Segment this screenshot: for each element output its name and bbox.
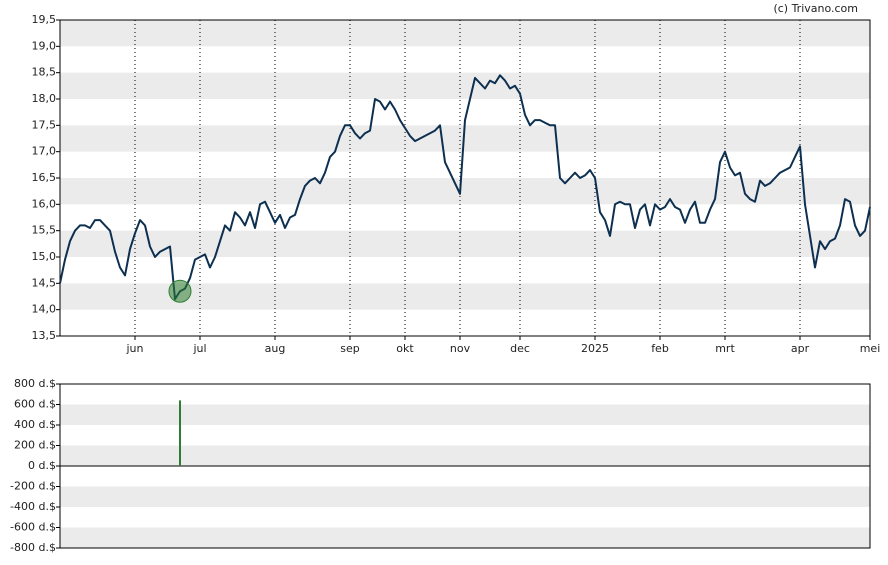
band xyxy=(60,486,870,507)
band xyxy=(60,230,870,257)
x-tick-label: 2025 xyxy=(581,342,609,355)
bar xyxy=(179,400,181,466)
event-marker xyxy=(168,279,192,303)
band xyxy=(60,178,870,205)
y-tick-label: 19,5 xyxy=(32,13,57,26)
y-tick-label: 18,5 xyxy=(32,66,57,79)
x-tick-label: aug xyxy=(265,342,286,355)
band xyxy=(60,283,870,310)
x-tick-label: jun xyxy=(126,342,144,355)
x-tick-label: okt xyxy=(396,342,414,355)
y-tick-label: 18,0 xyxy=(32,92,57,105)
y-tick-label: 16,5 xyxy=(32,171,57,184)
source: (c) Trivano.com xyxy=(773,2,858,15)
y-tick-label: 17,0 xyxy=(32,145,57,158)
y-tick-label: 19,0 xyxy=(32,39,57,52)
y-tick-label: 14,0 xyxy=(32,303,57,316)
price-line xyxy=(59,74,871,301)
y-tick-label: 200 d.$ xyxy=(14,439,56,452)
y-tick-label: 600 d.$ xyxy=(14,398,56,411)
band xyxy=(60,527,870,548)
x-tick-label: dec xyxy=(510,342,530,355)
frame xyxy=(59,19,871,337)
y-tick-label: -400 d.$ xyxy=(10,500,56,513)
x-tick-label: jul xyxy=(192,342,206,355)
y-tick-label: 17,5 xyxy=(32,118,57,131)
y-tick-label: 15,0 xyxy=(32,250,57,263)
y-tick-label: 400 d.$ xyxy=(14,418,56,431)
x-tick-label: mei xyxy=(860,342,881,355)
y-tick-label: 13,5 xyxy=(32,329,57,342)
y-tick-label: -200 d.$ xyxy=(10,480,56,493)
x-tick-label: feb xyxy=(651,342,669,355)
band xyxy=(60,72,870,99)
band xyxy=(60,404,870,425)
band xyxy=(60,445,870,466)
x-tick-label: mrt xyxy=(715,342,735,355)
x-tick-label: sep xyxy=(340,342,359,355)
y-tick-label: 14,5 xyxy=(32,276,57,289)
y-tick-label: -600 d.$ xyxy=(10,521,56,534)
x-tick-label: nov xyxy=(450,342,471,355)
y-tick-label: 15,5 xyxy=(32,224,57,237)
y-tick-label: -800 d.$ xyxy=(10,541,56,554)
y-tick-label: 0 d.$ xyxy=(28,459,56,472)
y-tick-label: 16,0 xyxy=(32,197,57,210)
y-tick-label: 800 d.$ xyxy=(14,377,56,390)
band xyxy=(60,20,870,47)
x-tick-label: apr xyxy=(791,342,810,355)
